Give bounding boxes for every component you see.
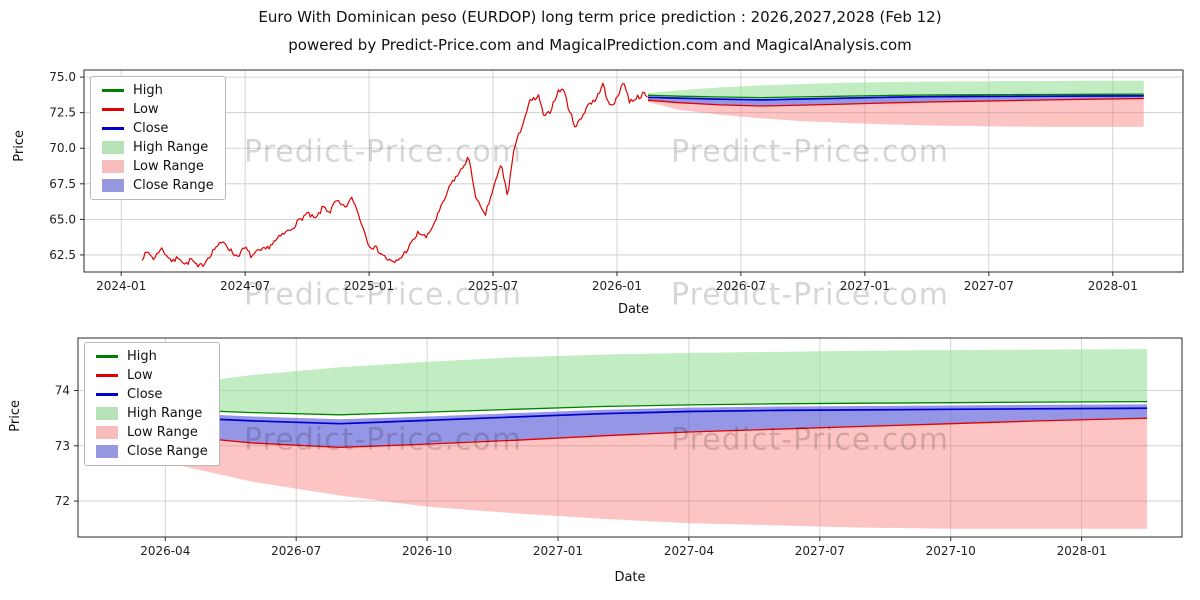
legend-item-high-range: High Range [102,140,214,155]
legend-line-swatch [96,374,118,377]
legend-item-label: Close [133,121,169,136]
price-history-chart: 2024-01 2024-07 2025-01 2025-07 2026-01 2026-… [49,69,1184,293]
chart-title: Euro With Dominican peso (EURDOP) long t… [258,8,942,26]
legend-item-high: High [96,349,208,364]
legend-item-label: High [133,83,163,98]
x-axis-label-top: Date [617,302,650,317]
svg-text:2027-10: 2027-10 [926,544,976,558]
svg-text:2028-01: 2028-01 [1088,279,1138,293]
legend-line-swatch [102,89,124,92]
svg-text:2027-07: 2027-07 [795,544,845,558]
legend-patch-swatch [102,141,124,154]
svg-text:2027-07: 2027-07 [964,279,1014,293]
legend-item-label: Low Range [133,159,204,174]
legend-line-swatch [102,108,124,111]
prediction-zoom-chart: 2026-04 2026-07 2026-10 2027-01 2027-04 2027-… [55,337,1183,558]
svg-text:2026-10: 2026-10 [402,544,452,558]
svg-text:65.0: 65.0 [49,212,76,226]
svg-text:70.0: 70.0 [49,141,76,155]
svg-text:2026-07: 2026-07 [271,544,321,558]
legend-item-low-range: Low Range [102,159,214,174]
legend-item-high: High [102,83,214,98]
legend-item-low-range: Low Range [96,425,208,440]
chart-subtitle: powered by Predict-Price.com and Magical… [288,36,912,54]
x-axis-label-bottom: Date [614,570,646,585]
legend-patch-swatch [102,160,124,173]
svg-text:74: 74 [55,384,70,398]
legend-line-swatch [102,127,124,130]
svg-text:2026-07: 2026-07 [716,279,766,293]
svg-text:2025-07: 2025-07 [468,279,518,293]
legend-item-label: Close [127,387,163,402]
legend-patch-swatch [96,407,118,420]
svg-text:2027-01: 2027-01 [533,544,583,558]
svg-text:2028-01: 2028-01 [1057,544,1107,558]
legend-line-swatch [96,393,118,396]
legend-line-swatch [96,355,118,358]
svg-text:2024-01: 2024-01 [96,279,146,293]
legend-item-label: High [127,349,157,364]
legend-patch-swatch [102,179,124,192]
legend-item-close: Close [102,121,214,136]
svg-text:67.5: 67.5 [49,177,76,191]
legend-item-label: Close Range [133,178,214,193]
legend-item-label: Low [127,368,153,383]
legend-item-label: High Range [133,140,209,155]
svg-text:72.5: 72.5 [49,106,76,120]
y-axis-label-top: Price [12,130,27,162]
legend-item-low: Low [102,102,214,117]
legend-item-close: Close [96,387,208,402]
legend-item-label: Low [133,102,159,117]
svg-text:2024-07: 2024-07 [220,279,270,293]
svg-text:75.0: 75.0 [49,70,76,84]
svg-text:2025-01: 2025-01 [344,279,394,293]
svg-text:73: 73 [55,439,70,453]
legend-bottom-chart: High Low Close High Range Low Range Close Ran… [84,342,220,466]
svg-text:2026-04: 2026-04 [140,544,190,558]
svg-text:2026-01: 2026-01 [592,279,642,293]
svg-text:2027-04: 2027-04 [664,544,714,558]
legend-item-high-range: High Range [96,406,208,421]
legend-item-label: Low Range [127,425,198,440]
svg-text:2027-01: 2027-01 [840,279,890,293]
legend-item-close-range: Close Range [102,178,214,193]
legend-item-label: High Range [127,406,203,421]
legend-top-chart: High Low Close High Range Low Range Close Ran… [90,76,226,200]
legend-patch-swatch [96,445,118,458]
svg-text:62.5: 62.5 [49,248,76,262]
svg-text:72: 72 [55,494,70,508]
legend-patch-swatch [96,426,118,439]
legend-item-low: Low [96,368,208,383]
legend-item-close-range: Close Range [96,444,208,459]
y-axis-label-bottom: Price [8,400,23,432]
legend-item-label: Close Range [127,444,208,459]
